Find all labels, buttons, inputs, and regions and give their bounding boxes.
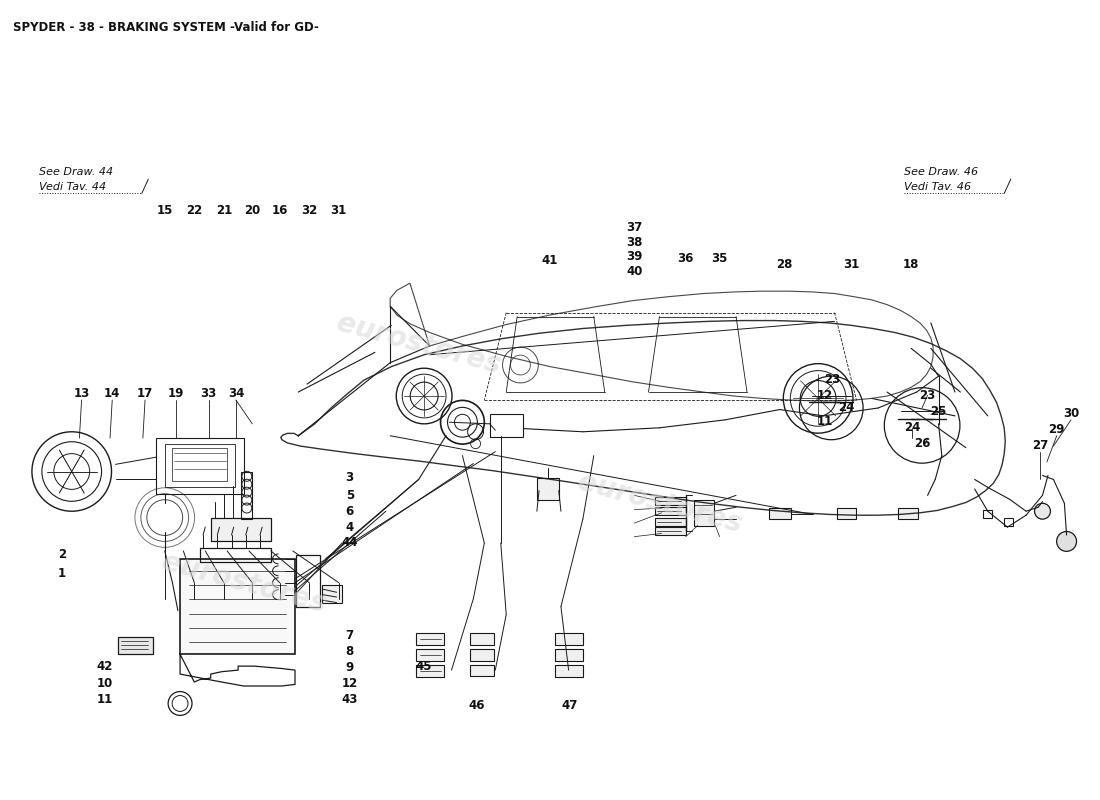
Text: 46: 46 — [469, 699, 485, 712]
Bar — [490, 414, 522, 437]
Text: 42: 42 — [97, 661, 112, 674]
Text: 8: 8 — [345, 646, 354, 658]
Bar — [417, 649, 443, 662]
Bar — [180, 559, 295, 654]
Bar — [470, 665, 494, 677]
Circle shape — [1034, 503, 1050, 519]
Text: 9: 9 — [345, 662, 354, 674]
Bar — [173, 448, 227, 481]
Text: 12: 12 — [342, 677, 358, 690]
Text: 1: 1 — [58, 566, 66, 580]
Text: 38: 38 — [626, 236, 642, 249]
Bar — [656, 527, 685, 535]
Text: 36: 36 — [678, 252, 694, 265]
Text: 47: 47 — [561, 699, 578, 712]
Text: 10: 10 — [97, 677, 112, 690]
Text: 24: 24 — [838, 402, 855, 414]
Text: 45: 45 — [416, 660, 432, 673]
Text: 43: 43 — [341, 693, 358, 706]
Bar — [556, 633, 583, 646]
Bar — [417, 665, 443, 678]
Text: 24: 24 — [904, 422, 921, 434]
Bar — [769, 508, 791, 519]
Text: 31: 31 — [331, 205, 346, 218]
Text: 6: 6 — [345, 505, 354, 518]
Text: 18: 18 — [903, 258, 920, 271]
Text: See Draw. 46: See Draw. 46 — [903, 167, 978, 177]
Text: 23: 23 — [824, 373, 840, 386]
Bar — [165, 444, 234, 487]
Bar — [211, 518, 271, 542]
Text: Vedi Tav. 46: Vedi Tav. 46 — [903, 182, 970, 192]
Text: 20: 20 — [244, 205, 261, 218]
Text: 11: 11 — [97, 693, 112, 706]
Text: 5: 5 — [345, 489, 354, 502]
Text: eurostores: eurostores — [333, 309, 504, 380]
Text: 37: 37 — [626, 221, 642, 234]
Bar — [898, 508, 917, 519]
Text: 19: 19 — [167, 387, 184, 400]
Text: 27: 27 — [1032, 438, 1048, 452]
Text: 28: 28 — [776, 258, 792, 271]
Text: eurostores: eurostores — [574, 468, 745, 538]
Bar — [694, 500, 714, 526]
Text: 41: 41 — [542, 254, 558, 267]
Text: Vedi Tav. 44: Vedi Tav. 44 — [39, 182, 106, 192]
Bar — [837, 508, 857, 519]
Bar — [241, 471, 252, 519]
Text: 35: 35 — [712, 252, 728, 265]
Text: 3: 3 — [345, 471, 354, 484]
Text: 23: 23 — [920, 389, 936, 402]
Text: 33: 33 — [200, 387, 217, 400]
Text: 2: 2 — [58, 549, 66, 562]
Text: See Draw. 44: See Draw. 44 — [39, 167, 113, 177]
Circle shape — [1057, 531, 1077, 551]
Bar — [656, 507, 685, 515]
Bar — [296, 555, 320, 606]
Bar — [118, 637, 153, 654]
Bar — [656, 518, 685, 526]
Text: 34: 34 — [228, 387, 244, 400]
Bar — [417, 633, 443, 646]
Text: 14: 14 — [104, 387, 120, 400]
Text: 40: 40 — [626, 265, 642, 278]
Bar — [556, 649, 583, 662]
Bar — [983, 510, 992, 518]
Bar — [470, 633, 494, 645]
Bar — [200, 548, 271, 562]
Text: SPYDER - 38 - BRAKING SYSTEM -Valid for GD-: SPYDER - 38 - BRAKING SYSTEM -Valid for … — [13, 21, 319, 34]
Text: 15: 15 — [156, 205, 173, 218]
Text: 44: 44 — [341, 537, 358, 550]
Text: 29: 29 — [1048, 423, 1065, 436]
Text: 12: 12 — [816, 389, 833, 402]
Bar — [156, 438, 243, 494]
Text: 32: 32 — [301, 205, 317, 218]
Bar — [1004, 518, 1013, 526]
Bar — [556, 665, 583, 678]
Text: 7: 7 — [345, 630, 354, 642]
Text: 11: 11 — [816, 415, 833, 428]
Text: 13: 13 — [74, 387, 90, 400]
Text: 17: 17 — [136, 387, 153, 400]
Text: 30: 30 — [1063, 407, 1079, 420]
Text: 25: 25 — [931, 405, 947, 418]
Text: eurostores: eurostores — [158, 547, 329, 618]
Bar — [656, 497, 685, 505]
Text: 4: 4 — [345, 521, 354, 534]
Text: 31: 31 — [843, 258, 859, 271]
Text: 26: 26 — [914, 437, 931, 450]
Text: 39: 39 — [626, 250, 642, 263]
Text: 21: 21 — [216, 205, 232, 218]
Text: 22: 22 — [186, 205, 202, 218]
Bar — [537, 478, 559, 500]
Bar — [470, 649, 494, 661]
Bar — [322, 585, 342, 602]
Text: 16: 16 — [272, 205, 288, 218]
